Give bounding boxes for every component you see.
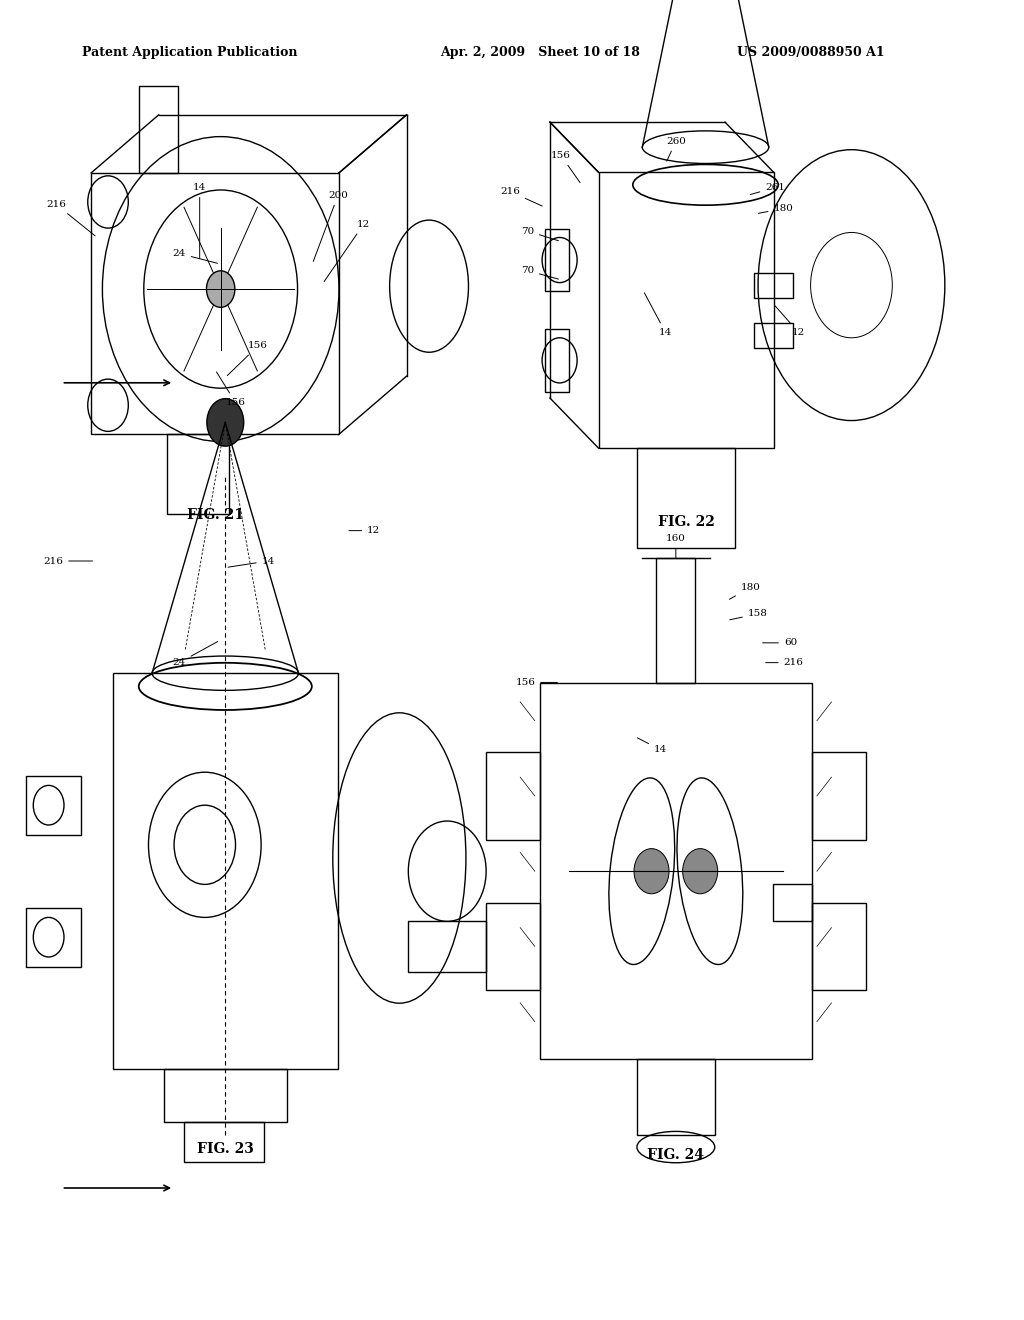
Text: 70: 70	[521, 227, 558, 240]
Text: FIG. 24: FIG. 24	[647, 1148, 705, 1163]
Bar	[139, 86, 178, 173]
Circle shape	[207, 399, 244, 446]
Bar	[773, 884, 812, 921]
Text: 156: 156	[216, 372, 246, 407]
Bar	[754, 273, 794, 298]
Text: 60: 60	[763, 639, 797, 647]
Bar	[91, 173, 339, 434]
Text: Patent Application Publication: Patent Application Publication	[82, 46, 297, 59]
Bar	[598, 172, 774, 449]
Bar	[812, 903, 865, 990]
Bar	[812, 752, 865, 840]
Bar	[409, 921, 486, 972]
Bar	[754, 322, 794, 347]
Text: FIG. 21: FIG. 21	[186, 508, 244, 523]
Text: 216: 216	[766, 659, 804, 667]
Text: 14: 14	[228, 557, 274, 568]
Text: 24: 24	[173, 642, 218, 667]
Bar	[167, 434, 229, 513]
Bar	[486, 752, 540, 840]
Bar	[540, 682, 812, 1059]
Circle shape	[683, 849, 718, 894]
Text: 180: 180	[759, 205, 794, 214]
Text: Apr. 2, 2009   Sheet 10 of 18: Apr. 2, 2009 Sheet 10 of 18	[440, 46, 640, 59]
Text: FIG. 22: FIG. 22	[657, 515, 715, 529]
Text: 24: 24	[173, 249, 217, 263]
Text: 156: 156	[551, 152, 580, 182]
Text: 200: 200	[313, 191, 348, 261]
Bar	[113, 673, 338, 1069]
Text: 12: 12	[325, 220, 370, 281]
Text: FIG. 23: FIG. 23	[197, 1142, 254, 1156]
Text: 156: 156	[227, 342, 268, 376]
Text: 180: 180	[729, 583, 761, 599]
Text: 160: 160	[666, 535, 686, 558]
Circle shape	[207, 271, 234, 308]
Text: 12: 12	[775, 306, 805, 337]
Text: 14: 14	[194, 183, 206, 259]
Bar	[26, 908, 81, 966]
Text: 216: 216	[500, 187, 543, 206]
Bar	[184, 1122, 264, 1162]
Text: 216: 216	[43, 557, 92, 565]
Bar	[486, 903, 540, 990]
Circle shape	[634, 849, 669, 894]
Text: 158: 158	[730, 610, 768, 620]
Bar	[545, 329, 569, 392]
Text: 156: 156	[515, 678, 557, 686]
Bar	[656, 557, 695, 682]
Bar	[637, 1059, 715, 1134]
Text: US 2009/0088950 A1: US 2009/0088950 A1	[737, 46, 885, 59]
Bar	[545, 228, 569, 292]
Bar	[26, 776, 81, 836]
Text: 12: 12	[349, 527, 380, 535]
Bar	[164, 1069, 287, 1122]
Text: 14: 14	[644, 293, 672, 337]
Text: 260: 260	[666, 137, 686, 161]
Text: 216: 216	[46, 201, 95, 236]
Bar	[637, 449, 735, 549]
Text: 70: 70	[521, 267, 558, 279]
Text: 261: 261	[751, 183, 785, 194]
Text: 14: 14	[637, 738, 667, 754]
